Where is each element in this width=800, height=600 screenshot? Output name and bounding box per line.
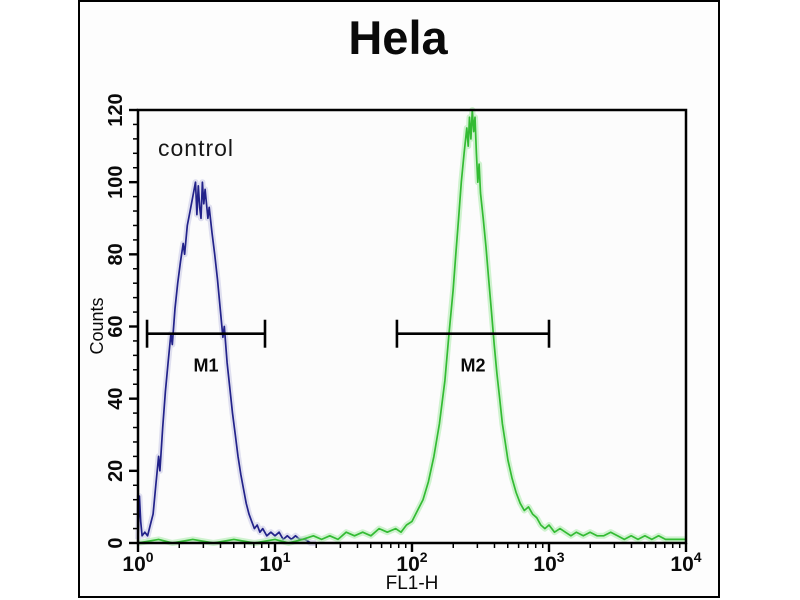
y-tick-label: 40	[105, 388, 127, 410]
y-tick-label: 0	[105, 537, 127, 548]
x-tick-label: 103	[533, 549, 564, 576]
marker-label: M2	[460, 356, 485, 376]
x-axis-label: FL1-H	[386, 573, 439, 594]
x-tick-label: 101	[259, 549, 290, 576]
marker-m2: M2	[395, 319, 551, 376]
y-tick-label: 20	[105, 460, 127, 482]
axis-ticks	[129, 108, 688, 552]
y-tick-label: 120	[105, 93, 127, 126]
x-tick-label: 100	[122, 549, 153, 576]
x-tick-label: 104	[670, 549, 701, 576]
y-tick-label: 60	[105, 315, 127, 337]
traces	[135, 107, 686, 546]
marker-label: M1	[194, 356, 219, 376]
gate-markers: M1 M2	[145, 319, 551, 376]
plot-area	[138, 110, 686, 543]
y-axis-label: Counts	[87, 297, 107, 354]
annotation-control: control	[158, 135, 234, 161]
trace-control	[137, 181, 317, 544]
y-tick-label: 80	[105, 243, 127, 265]
chart-title: Hela	[348, 11, 448, 64]
trace-sample	[137, 109, 686, 544]
axis-tick-labels: 0 20 40 60 80 100 120 100 101 102 103 104	[105, 93, 702, 576]
x-tick-label: 102	[396, 549, 427, 576]
marker-m1: M1	[145, 319, 267, 376]
y-tick-label: 100	[105, 165, 127, 198]
